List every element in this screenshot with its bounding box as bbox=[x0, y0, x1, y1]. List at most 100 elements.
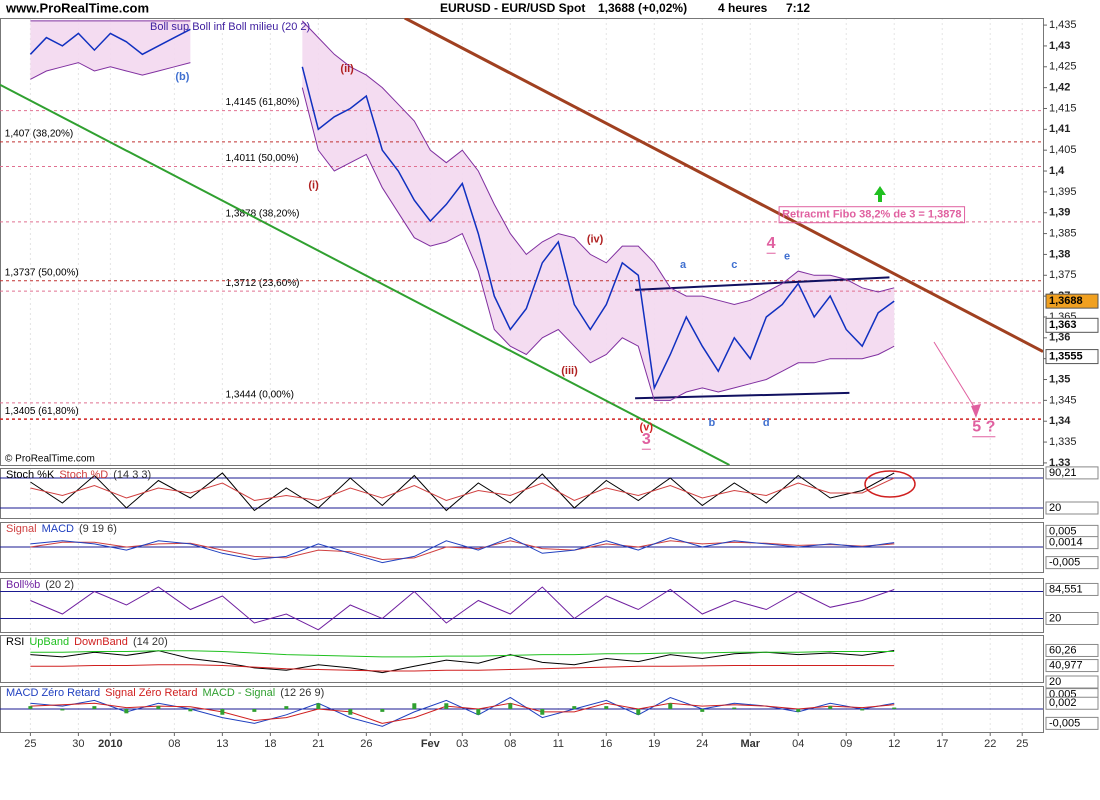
bar bbox=[508, 703, 513, 709]
legend-entry: Boll%b bbox=[6, 579, 40, 591]
site: www.ProRealTime.com bbox=[5, 0, 149, 15]
value-label: 84,551 bbox=[1049, 583, 1083, 595]
x-tick-label: 09 bbox=[840, 738, 852, 750]
annotation: a bbox=[680, 259, 687, 271]
legend-entry: MACD Zéro Retard bbox=[6, 687, 100, 699]
legend-entry: DownBand bbox=[74, 636, 128, 648]
bar bbox=[316, 703, 321, 709]
value-label: 40,977 bbox=[1049, 659, 1083, 671]
forecast-arrowhead bbox=[971, 404, 981, 418]
annotation: Retracmt Fibo 38,2% de 3 = 1,3878 bbox=[782, 209, 961, 221]
legend-entry: MACD - Signal bbox=[202, 687, 275, 699]
value-label: 20 bbox=[1049, 676, 1061, 688]
bar bbox=[540, 709, 545, 715]
x-tick-label: Fev bbox=[421, 738, 441, 750]
bar bbox=[732, 707, 737, 709]
legend-entry: RSI bbox=[6, 636, 24, 648]
series-line bbox=[30, 62, 895, 401]
y-tick-label: 1,425 bbox=[1049, 61, 1077, 73]
panel bbox=[0, 696, 1043, 727]
x-tick-label: 04 bbox=[792, 738, 804, 750]
level-label: 1,4145 (61,80%) bbox=[226, 97, 300, 108]
value-label: 60,26 bbox=[1049, 644, 1077, 656]
legend-params: (14 20) bbox=[133, 636, 168, 648]
panel bbox=[0, 472, 1043, 512]
x-tick-label: 19 bbox=[648, 738, 660, 750]
series-line bbox=[30, 650, 895, 674]
y-tick-label: 1,43 bbox=[1049, 40, 1070, 52]
y-tick-label: 1,415 bbox=[1049, 102, 1077, 114]
x-tick-label: 25 bbox=[1016, 738, 1028, 750]
highlight-circle bbox=[864, 470, 916, 498]
bar bbox=[284, 706, 289, 709]
value-box bbox=[1045, 556, 1099, 570]
series-line bbox=[30, 586, 895, 631]
trend-line bbox=[635, 391, 850, 400]
value-label: -0,005 bbox=[1049, 717, 1080, 729]
y-tick-label: 1,385 bbox=[1049, 227, 1077, 239]
annotation: (ii) bbox=[340, 63, 354, 75]
time: 7:12 bbox=[786, 1, 810, 15]
x-tick-label: 11 bbox=[553, 738, 564, 750]
level-label: 1,3878 (38,20%) bbox=[226, 209, 300, 220]
y-tick-label: 1,42 bbox=[1049, 82, 1070, 94]
price-tag-label: 1,3555 bbox=[1049, 350, 1083, 362]
bar bbox=[796, 709, 801, 712]
x-tick-label: Mar bbox=[740, 738, 760, 750]
value-box bbox=[1045, 716, 1099, 730]
panel bbox=[0, 537, 1043, 564]
value-label: 0,0014 bbox=[1049, 537, 1083, 549]
bar bbox=[668, 703, 673, 709]
bar bbox=[92, 706, 97, 709]
value-box bbox=[1045, 536, 1099, 550]
legend-params: (20 2) bbox=[45, 579, 74, 591]
x-tick-label: 26 bbox=[360, 738, 372, 750]
bar bbox=[860, 709, 865, 711]
trend-line bbox=[404, 18, 1043, 353]
x-tick-label: 21 bbox=[312, 738, 324, 750]
annotation: d bbox=[763, 417, 770, 429]
annotation: c bbox=[731, 259, 737, 271]
price-tag-label: 1,3688 bbox=[1049, 295, 1083, 307]
annotation: 4 bbox=[767, 235, 776, 252]
panel-frame bbox=[0, 635, 1044, 683]
bar bbox=[828, 706, 833, 709]
panel bbox=[30, 650, 895, 674]
bar bbox=[700, 709, 705, 712]
y-tick-label: 1,36 bbox=[1049, 332, 1070, 344]
bar bbox=[476, 709, 481, 715]
value-label: 0,005 bbox=[1049, 525, 1077, 537]
legend-entry: Stoch %K bbox=[6, 469, 55, 481]
legend-entry: MACD bbox=[42, 523, 74, 535]
annotation: (iii) bbox=[561, 365, 578, 377]
symbol: EURUSD - EUR/USD Spot bbox=[440, 1, 585, 15]
value-label: 90,21 bbox=[1049, 467, 1077, 479]
x-tick-label: 22 bbox=[984, 738, 996, 750]
series-line bbox=[29, 28, 895, 391]
x-tick-label: 2010 bbox=[98, 738, 122, 750]
x-tick-label: 13 bbox=[216, 738, 228, 750]
y-tick-label: 1,4 bbox=[1049, 165, 1065, 177]
legend-entry: Signal Zéro Retard bbox=[105, 687, 197, 699]
legend-params: (12 26 9) bbox=[280, 687, 324, 699]
value-box bbox=[1045, 696, 1099, 710]
y-tick-label: 1,345 bbox=[1049, 394, 1077, 406]
level-label: 1,3712 (23,60%) bbox=[226, 278, 300, 289]
level-label: 1,3737 (50,00%) bbox=[5, 267, 79, 278]
y-tick-label: 1,35 bbox=[1049, 373, 1070, 385]
bar bbox=[604, 706, 609, 709]
legend-params: (9 19 6) bbox=[79, 523, 117, 535]
bar bbox=[124, 709, 129, 714]
level-label: 1,3444 (0,00%) bbox=[226, 390, 294, 401]
price: 1,3688 (+0,02%) bbox=[598, 1, 687, 15]
bar bbox=[156, 706, 161, 709]
x-tick-label: 12 bbox=[888, 738, 900, 750]
bar bbox=[348, 709, 353, 715]
y-tick-label: 1,395 bbox=[1049, 186, 1077, 198]
bar bbox=[220, 709, 225, 715]
annotation: 3 bbox=[642, 431, 651, 448]
bar bbox=[412, 703, 417, 709]
y-tick-label: 1,33 bbox=[1049, 457, 1070, 469]
